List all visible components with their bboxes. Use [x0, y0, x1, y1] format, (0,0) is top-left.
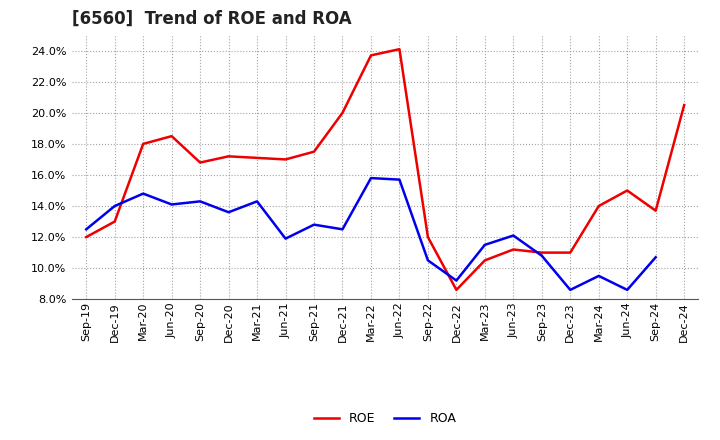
ROA — [509, 233, 518, 238]
ROE — [652, 208, 660, 213]
ROA — [623, 287, 631, 293]
ROE — [139, 141, 148, 147]
ROE — [509, 247, 518, 252]
ROA — [253, 199, 261, 204]
ROA — [566, 287, 575, 293]
ROA — [82, 227, 91, 232]
ROA — [110, 203, 119, 209]
ROE — [225, 154, 233, 159]
ROE — [423, 235, 432, 240]
ROE — [196, 160, 204, 165]
ROE — [680, 103, 688, 108]
ROA — [452, 278, 461, 283]
ROA — [338, 227, 347, 232]
ROE — [480, 258, 489, 263]
ROE — [452, 287, 461, 293]
ROA — [310, 222, 318, 227]
ROA — [595, 273, 603, 279]
ROE — [338, 110, 347, 115]
ROE — [623, 188, 631, 193]
ROE — [167, 133, 176, 139]
ROE — [110, 219, 119, 224]
ROE — [537, 250, 546, 255]
ROA — [480, 242, 489, 247]
ROA — [537, 253, 546, 258]
Line: ROA: ROA — [86, 178, 656, 290]
ROA — [282, 236, 290, 241]
ROE — [566, 250, 575, 255]
ROA — [423, 258, 432, 263]
ROA — [167, 202, 176, 207]
ROE — [282, 157, 290, 162]
ROA — [366, 176, 375, 181]
ROE — [395, 47, 404, 52]
ROA — [225, 209, 233, 215]
ROA — [196, 199, 204, 204]
Text: [6560]  Trend of ROE and ROA: [6560] Trend of ROE and ROA — [72, 10, 351, 28]
ROE — [253, 155, 261, 161]
ROA — [652, 255, 660, 260]
ROE — [82, 235, 91, 240]
Line: ROE: ROE — [86, 49, 684, 290]
ROE — [366, 53, 375, 58]
ROA — [139, 191, 148, 196]
ROE — [595, 203, 603, 209]
ROA — [395, 177, 404, 182]
Legend: ROE, ROA: ROE, ROA — [309, 407, 462, 430]
ROE — [310, 149, 318, 154]
